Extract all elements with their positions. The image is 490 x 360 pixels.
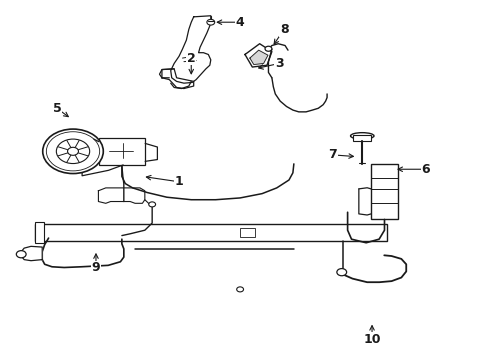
Bar xyxy=(371,164,398,220)
Bar xyxy=(240,228,255,237)
Text: 8: 8 xyxy=(280,23,289,36)
Circle shape xyxy=(265,46,272,51)
Circle shape xyxy=(149,202,156,207)
Circle shape xyxy=(16,251,26,258)
Polygon shape xyxy=(171,16,211,83)
Bar xyxy=(35,224,387,241)
Text: 2: 2 xyxy=(187,51,196,64)
Text: 10: 10 xyxy=(363,333,381,346)
Text: 7: 7 xyxy=(329,148,337,161)
Circle shape xyxy=(237,287,244,292)
Polygon shape xyxy=(245,44,272,67)
Ellipse shape xyxy=(350,133,374,139)
Text: 4: 4 xyxy=(236,16,245,29)
Polygon shape xyxy=(98,188,145,203)
Circle shape xyxy=(68,147,78,155)
Circle shape xyxy=(56,139,90,163)
Polygon shape xyxy=(250,50,268,64)
Bar xyxy=(353,135,371,140)
Bar xyxy=(99,138,145,165)
Text: 5: 5 xyxy=(52,102,61,115)
Circle shape xyxy=(47,132,99,171)
Polygon shape xyxy=(21,246,42,261)
Text: 1: 1 xyxy=(174,175,183,188)
Text: 3: 3 xyxy=(275,57,284,70)
Circle shape xyxy=(207,19,215,25)
Text: 6: 6 xyxy=(421,163,430,176)
Circle shape xyxy=(43,129,103,174)
Text: 9: 9 xyxy=(92,261,100,274)
Circle shape xyxy=(337,269,346,276)
Polygon shape xyxy=(162,69,194,89)
Bar xyxy=(35,222,44,243)
